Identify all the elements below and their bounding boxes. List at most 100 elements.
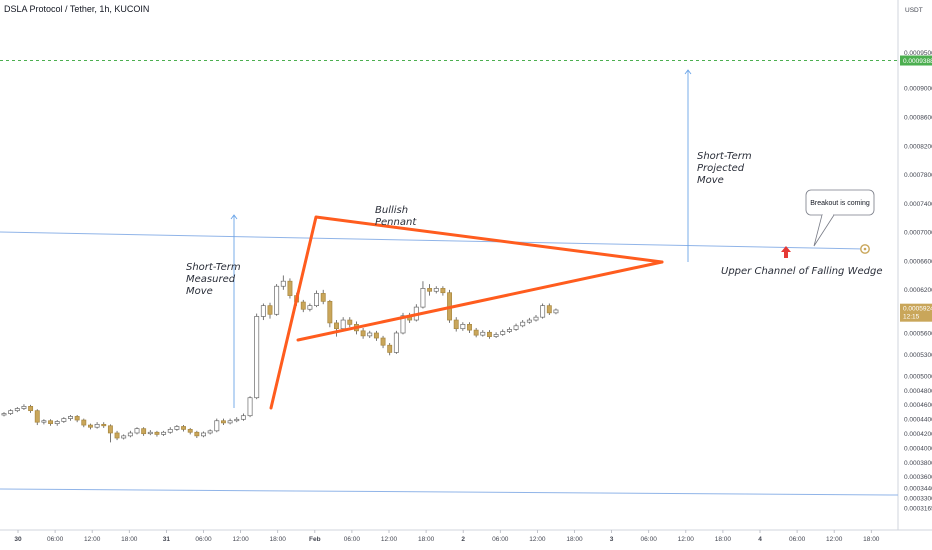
candle	[520, 320, 526, 328]
target-price-badge	[900, 55, 932, 66]
candle-body-up	[254, 316, 260, 399]
pennant-label-2: Pennant	[375, 217, 417, 228]
candle-body-down	[373, 332, 379, 339]
candle-body-up	[227, 420, 233, 424]
candle	[453, 317, 459, 332]
candle-body-down	[101, 423, 107, 427]
candle	[280, 275, 286, 290]
candle-body-up	[8, 410, 14, 414]
candle-body-up	[207, 430, 213, 434]
chart-title: DSLA Protocol / Tether, 1h, KUCOIN	[4, 4, 150, 14]
y-tick-label: 0.0008600	[904, 115, 932, 122]
y-axis-unit: USDT	[905, 7, 923, 14]
candle-body-down	[267, 305, 273, 315]
candle-body-down	[360, 330, 366, 337]
candle-body-down	[327, 300, 333, 324]
candle	[487, 330, 492, 339]
target-price-tag: 0.0009388	[900, 55, 932, 66]
x-tick-label: 12:00	[678, 536, 695, 543]
candle-body-down	[221, 420, 226, 424]
candle	[506, 327, 512, 333]
projected-move-arrow-head	[684, 69, 692, 75]
callout-text: Breakout is coming	[810, 200, 870, 207]
channel-end-dot	[863, 247, 867, 251]
candle	[427, 284, 433, 296]
candle-body-down	[194, 431, 200, 437]
x-tick-label: 06:00	[492, 536, 509, 543]
candle-body-up	[340, 319, 346, 330]
y-tick-label: 0.0007800	[904, 172, 932, 179]
candle-body-up	[121, 435, 127, 439]
candle-body-up	[234, 418, 240, 422]
candle	[267, 302, 273, 319]
candle-body-up	[314, 293, 320, 307]
candle-body-down	[28, 406, 34, 412]
candle	[300, 299, 306, 313]
candle-body-up	[240, 415, 246, 420]
candle-body-down	[320, 293, 326, 302]
candle-body-up	[214, 420, 220, 432]
candle	[34, 409, 40, 426]
candle-body-up	[493, 334, 499, 337]
price-axis: USDT 0.0009500 0.0009000 0.0008600 0.000820…	[900, 7, 932, 512]
candle	[247, 396, 253, 418]
candle	[513, 323, 519, 331]
candle	[194, 430, 200, 439]
candle	[460, 322, 466, 331]
candle	[373, 330, 379, 341]
x-tick-label: 06:00	[47, 536, 64, 543]
candle-body-up	[533, 316, 539, 321]
x-tick-label: 12:00	[232, 536, 249, 543]
current-countdown-text: 12:15	[903, 314, 920, 321]
x-tick-label: 06:00	[344, 536, 361, 543]
candle	[121, 434, 127, 440]
candle	[387, 343, 393, 356]
candle-body-up	[94, 423, 100, 428]
x-tick-label: 18:00	[270, 536, 287, 543]
candle	[107, 424, 113, 443]
candle-body-down	[546, 305, 552, 314]
candle-body-up	[247, 397, 253, 417]
candle-body-down	[34, 410, 40, 423]
candle-body-down	[181, 426, 186, 430]
candle	[14, 407, 20, 413]
candle	[440, 286, 446, 296]
y-tick-label: 0.0007000	[904, 230, 932, 237]
candle	[367, 330, 373, 339]
candle	[74, 414, 80, 423]
x-tick-label: 18:00	[566, 536, 583, 543]
candle	[347, 317, 353, 328]
candle-body-down	[453, 319, 459, 330]
candle-body-down	[287, 280, 293, 296]
measured-move-arrow-head	[230, 214, 238, 220]
candle	[21, 404, 27, 410]
candle-body-up	[167, 429, 173, 433]
candle	[201, 431, 206, 438]
x-tick-label: 06:00	[195, 536, 212, 543]
candle-body-up	[147, 431, 153, 435]
candle-body-up	[367, 332, 373, 337]
candle	[254, 313, 260, 400]
candle	[94, 422, 100, 429]
y-tick-label: 0.0004800	[904, 388, 932, 395]
candle	[28, 404, 34, 413]
x-tick-label: 3	[610, 536, 614, 543]
candle	[8, 409, 14, 415]
y-tick-label: 0.0004200	[904, 431, 932, 438]
candle-body-up	[54, 421, 60, 424]
y-tick-label: 0.0009500	[904, 50, 932, 57]
candle-body-up	[513, 325, 519, 330]
candle	[81, 418, 87, 428]
candle	[141, 427, 147, 436]
wedge-channel-lines	[0, 60, 899, 496]
candle-body-up	[274, 285, 280, 315]
candle-body-down	[187, 429, 193, 433]
candle	[287, 278, 293, 299]
candle	[154, 430, 160, 437]
candle-body-up	[480, 331, 486, 336]
candle-body-up	[280, 280, 286, 287]
candle-body-up	[1, 413, 7, 416]
candle-body-down	[81, 419, 87, 426]
